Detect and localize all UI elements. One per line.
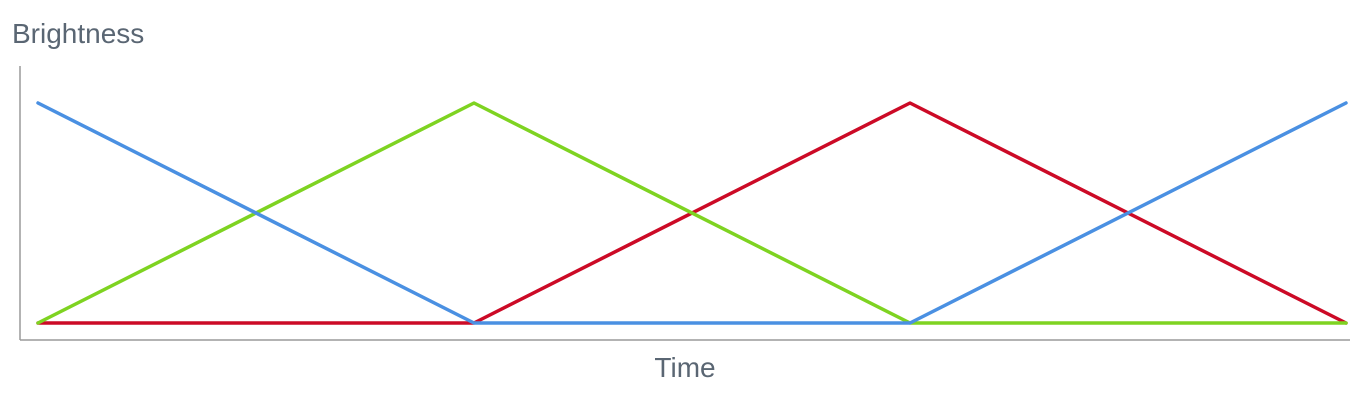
y-axis-label: Brightness [12,18,145,49]
series-line-2 [36,101,1348,325]
series-group [36,101,1348,325]
series-line-1 [36,101,1348,325]
x-axis-label: Time [654,352,716,383]
